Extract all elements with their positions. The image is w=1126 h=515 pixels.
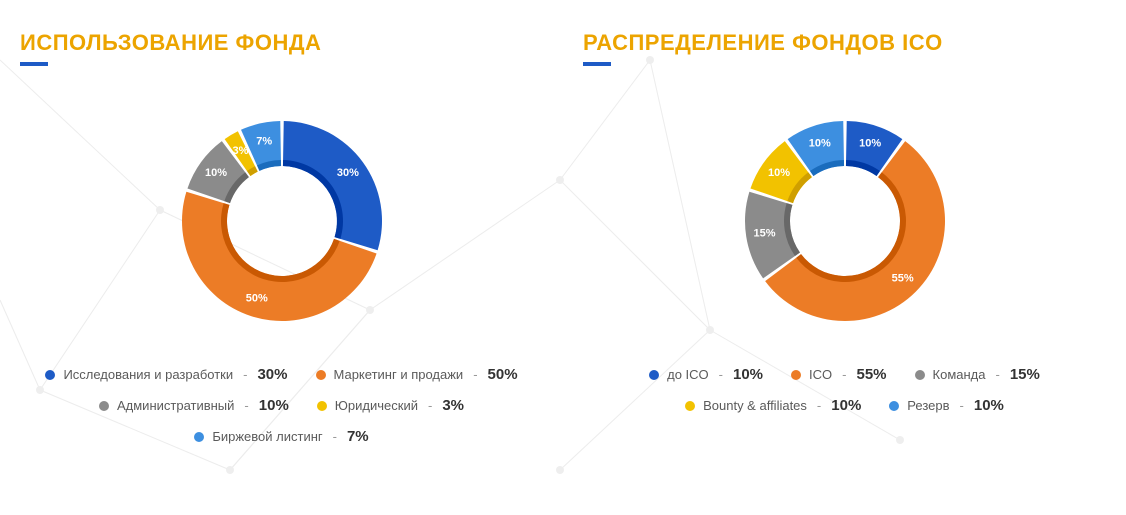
donut-slice-label: 3% <box>232 145 248 157</box>
left-underline <box>20 62 48 66</box>
legend-dot <box>45 370 55 380</box>
legend-dash: - <box>719 367 723 382</box>
legend-item: Bounty & affiliates-10% <box>685 397 861 414</box>
legend-item: Биржевой листинг-7% <box>194 428 368 445</box>
legend-item: Маркетинг и продажи-50% <box>316 366 518 383</box>
donut-slice-label: 55% <box>891 273 913 285</box>
legend-dot <box>316 370 326 380</box>
legend-item: Юридический-3% <box>317 397 464 414</box>
legend-dot <box>685 401 695 411</box>
legend-percent: 15% <box>1010 366 1040 383</box>
legend-dash: - <box>996 367 1000 382</box>
legend-percent: 55% <box>857 366 887 383</box>
legend-label: Юридический <box>335 398 418 413</box>
legend-dash: - <box>842 367 846 382</box>
right-chart-wrap: 10% 55% 15% 10% 10% <box>583 106 1106 336</box>
legend-item: Резерв-10% <box>889 397 1004 414</box>
legend-item: Команда-15% <box>915 366 1040 383</box>
legend-dot <box>889 401 899 411</box>
left-donut-chart: 30% 50% 10% 3% 7% <box>167 106 397 336</box>
legend-dot <box>649 370 659 380</box>
donut-slice-label: 30% <box>336 167 358 179</box>
legend-item: ICO-55% <box>791 366 887 383</box>
legend-percent: 10% <box>259 397 289 414</box>
right-legend: до ICO-10%ICO-55%Команда-15%Bounty & aff… <box>583 366 1106 414</box>
legend-dash: - <box>817 398 821 413</box>
left-chart-wrap: 30% 50% 10% 3% 7% <box>20 106 543 336</box>
legend-dash: - <box>960 398 964 413</box>
legend-label: Команда <box>933 367 986 382</box>
right-donut-chart: 10% 55% 15% 10% 10% <box>730 106 960 336</box>
right-underline <box>583 62 611 66</box>
legend-dot <box>194 432 204 442</box>
donut-slice-label: 10% <box>808 137 830 149</box>
main-container: ИСПОЛЬЗОВАНИЕ ФОНДА 30% 50% 10% 3% 7% Исслед… <box>0 0 1126 465</box>
legend-dot <box>317 401 327 411</box>
donut-slice-label: 10% <box>859 137 881 149</box>
legend-label: ICO <box>809 367 832 382</box>
legend-percent: 50% <box>488 366 518 383</box>
legend-percent: 10% <box>733 366 763 383</box>
legend-label: Биржевой листинг <box>212 429 322 444</box>
donut-slice-label: 15% <box>753 228 775 240</box>
legend-label: Административный <box>117 398 234 413</box>
legend-label: до ICO <box>667 367 709 382</box>
legend-item: Административный-10% <box>99 397 289 414</box>
legend-item: Исследования и разработки-30% <box>45 366 287 383</box>
legend-dash: - <box>333 429 337 444</box>
legend-dash: - <box>428 398 432 413</box>
legend-percent: 7% <box>347 428 369 445</box>
right-column: РАСПРЕДЕЛЕНИЕ ФОНДОВ ICO 10%55%15%10%10%… <box>583 30 1106 445</box>
legend-label: Маркетинг и продажи <box>334 367 464 382</box>
legend-percent: 30% <box>257 366 287 383</box>
legend-item: до ICO-10% <box>649 366 763 383</box>
right-title: РАСПРЕДЕЛЕНИЕ ФОНДОВ ICO <box>583 30 1106 56</box>
left-legend: Исследования и разработки-30%Маркетинг и… <box>20 366 543 445</box>
legend-dot <box>915 370 925 380</box>
donut-slice-label: 50% <box>245 292 267 304</box>
left-title: ИСПОЛЬЗОВАНИЕ ФОНДА <box>20 30 543 56</box>
left-column: ИСПОЛЬЗОВАНИЕ ФОНДА 30% 50% 10% 3% 7% Исслед… <box>20 30 543 445</box>
legend-percent: 3% <box>442 397 464 414</box>
legend-dot <box>791 370 801 380</box>
legend-label: Резерв <box>907 398 949 413</box>
legend-percent: 10% <box>974 397 1004 414</box>
donut-slice-label: 7% <box>256 135 272 147</box>
legend-dash: - <box>243 367 247 382</box>
donut-slice-label: 10% <box>205 167 227 179</box>
donut-slice <box>282 121 381 250</box>
legend-dot <box>99 401 109 411</box>
legend-dash: - <box>244 398 248 413</box>
legend-dash: - <box>473 367 477 382</box>
legend-label: Исследования и разработки <box>63 367 233 382</box>
legend-percent: 10% <box>831 397 861 414</box>
donut-slice-label: 10% <box>768 167 790 179</box>
legend-label: Bounty & affiliates <box>703 398 807 413</box>
